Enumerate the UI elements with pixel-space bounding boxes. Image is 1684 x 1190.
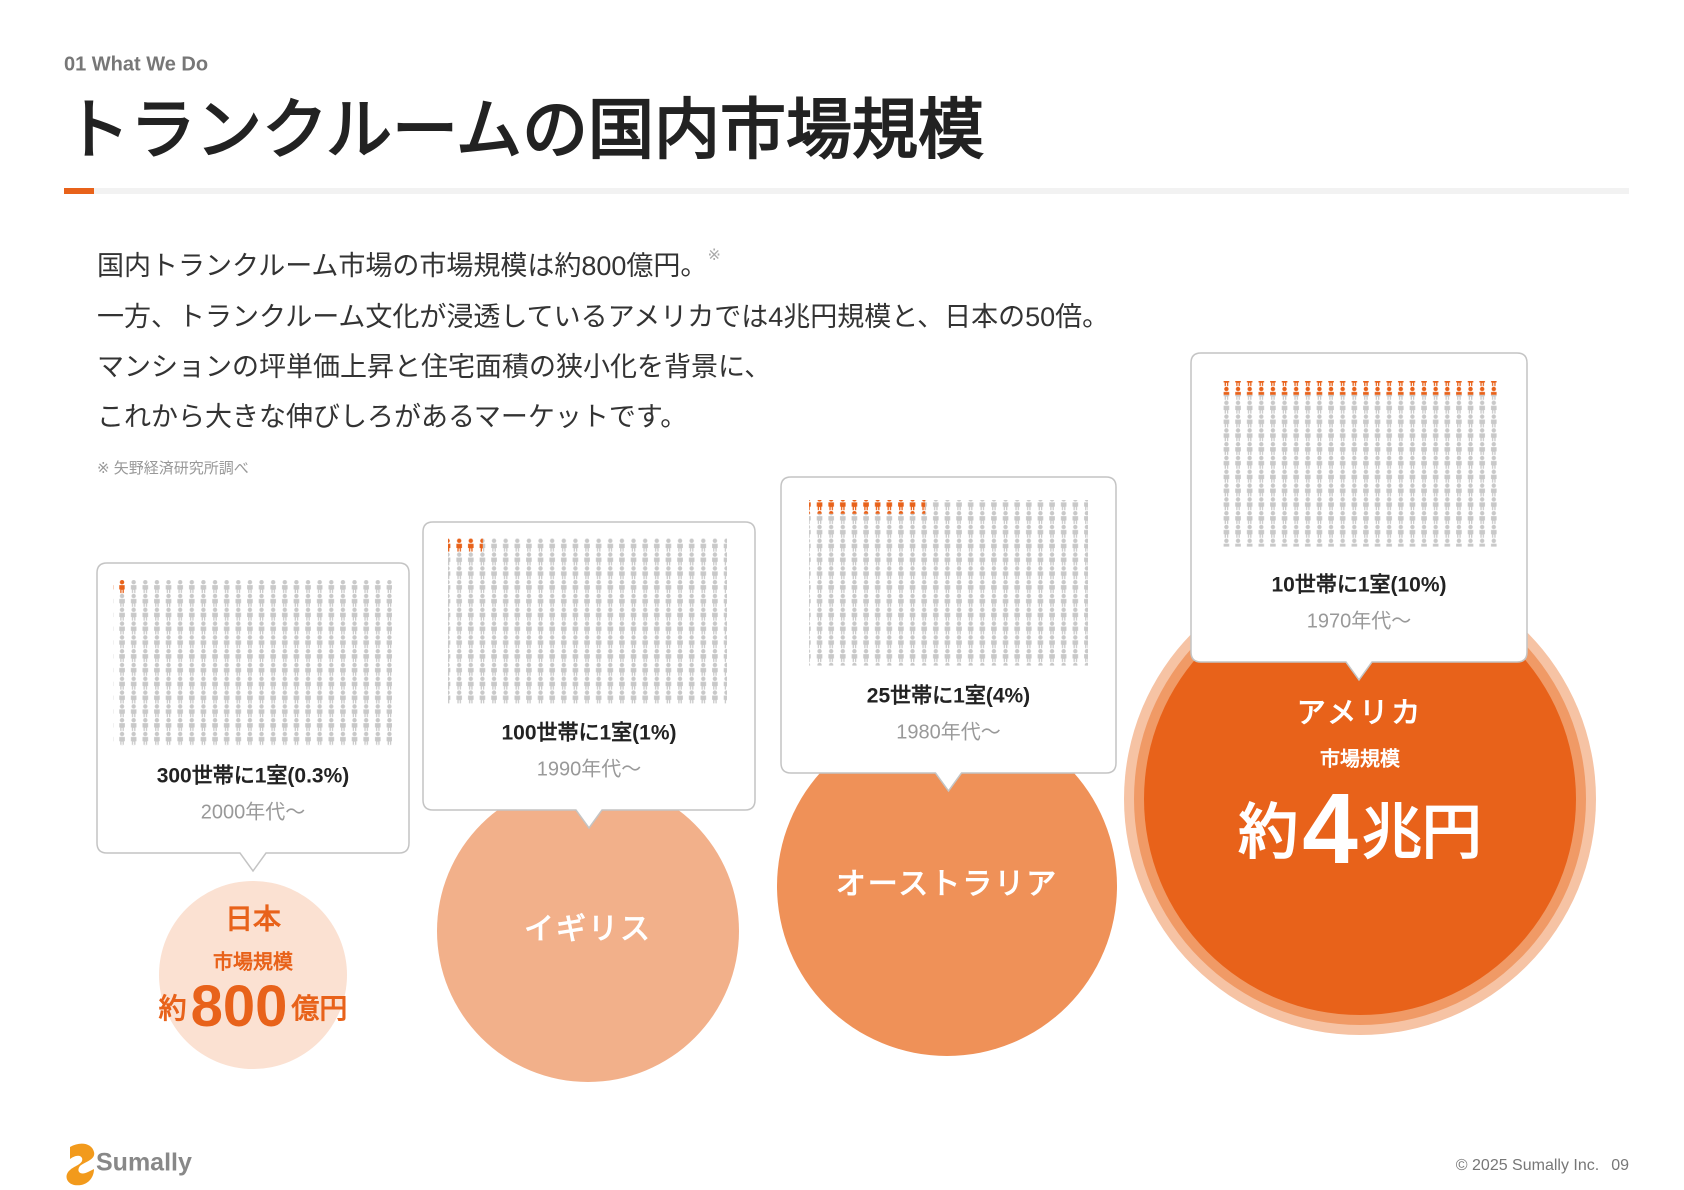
ratio-label: 100世帯に1室(1%) [501,721,676,745]
market-name: イギリス [524,913,652,946]
market-label: 市場規模 [1320,746,1401,770]
ratio-label: 10世帯に1室(10%) [1271,573,1446,597]
market-circle [159,881,347,1069]
era-label: 2000年代〜 [201,800,306,823]
pictogram-grid [113,580,392,746]
era-label: 1990年代〜 [537,757,642,780]
amount-prefix: 約 [1238,799,1298,866]
body-line: 国内トランクルーム市場の市場規模は約800億円。※ [97,247,721,281]
ratio-label: 300世帯に1室(0.3%) [157,764,350,788]
era-label: 1970年代〜 [1307,609,1412,632]
amount-unit: 億円 [290,993,347,1024]
amount-value: 4 [1302,773,1358,885]
section-label: 01 What We Do [64,53,208,75]
amount-unit: 兆円 [1362,799,1482,866]
logo-mark [66,1143,95,1186]
pictogram-highlight [448,538,483,552]
amount-prefix: 約 [158,993,187,1024]
market-circle [777,716,1117,1056]
footnote: ※ 矢野経済研究所調べ [97,460,249,477]
market-circle [437,780,739,1082]
pictogram-grid [448,538,727,704]
body-line: マンションの坪単価上昇と住宅面積の狭小化を背景に、 [97,352,771,382]
amount-value: 800 [191,974,288,1039]
body-line: これから大きな伸びしろがあるマーケットです。 [97,402,687,432]
pictogram-grid [809,500,1088,666]
market-name: オーストラリア [836,868,1059,901]
title-accent [64,188,94,194]
pictogram-grid [1219,381,1498,547]
title-rule [64,188,1629,194]
market-name: 日本 [225,903,282,934]
market-item: 100世帯に1室(1%) 1990年代〜イギリス [422,521,756,1082]
era-label: 1980年代〜 [896,720,1001,743]
market-name: アメリカ [1297,698,1424,730]
market-amount: 約800 億円 [158,974,348,1039]
body-line: 一方、トランクルーム文化が浸透しているアメリカでは4兆円規模と、日本の50倍。 [97,302,1109,332]
pictogram-highlight [1219,381,1498,395]
logo-text: Sumally [96,1149,192,1177]
pictogram-highlight [809,500,926,514]
ratio-label: 25世帯に1室(4%) [867,684,1030,708]
slide-title: トランクルームの国内市場規模 [64,92,984,166]
pictogram-highlight [113,580,125,594]
market-amount: 約4兆円 [1238,773,1482,885]
market-circle [1144,583,1576,1015]
market-label: 市場規模 [213,949,294,973]
footer-text: © 2025 Sumally Inc. 09 [1456,1157,1629,1174]
market-item: 25世帯に1室(4%) 1980年代〜オーストラリア [777,476,1117,1056]
